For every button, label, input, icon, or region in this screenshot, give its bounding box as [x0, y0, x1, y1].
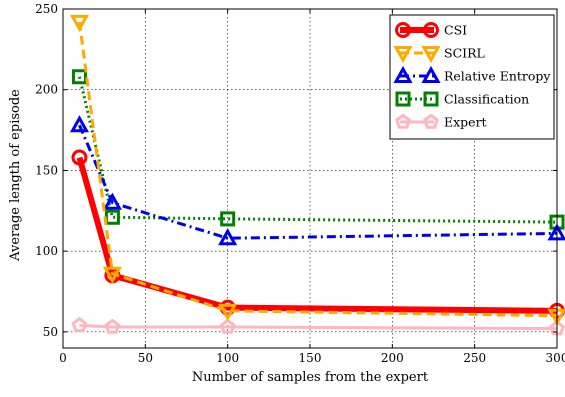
legend-marker	[395, 91, 411, 107]
series-layer	[69, 14, 565, 336]
classification-point	[549, 214, 565, 230]
relative-entropy-line	[78, 124, 558, 240]
relative-entropy-point	[102, 192, 122, 210]
x-tick-label: 50	[138, 351, 153, 365]
legend-marker	[421, 46, 441, 64]
legend-marker	[393, 46, 413, 64]
legend-item-classification: Classification	[395, 91, 529, 107]
x-tick-label: 200	[381, 351, 404, 365]
legend-item-scirl: SCIRL	[393, 46, 485, 64]
relative-entropy-point	[69, 115, 90, 133]
expert-point	[104, 318, 121, 334]
classification-point	[220, 211, 236, 227]
legend-box	[389, 14, 555, 140]
x-tick-label: 0	[59, 351, 67, 365]
x-tick-label: 250	[463, 351, 486, 365]
y-tick-label: 100	[35, 244, 58, 258]
legend-marker	[421, 65, 441, 83]
y-tick-label: 150	[35, 163, 58, 177]
classification-point	[71, 69, 87, 85]
legend-label: Classification	[444, 92, 529, 107]
y-tick-label: 50	[43, 325, 58, 339]
scirl-point	[218, 303, 238, 321]
legend: CSI SCIRL Relative Entropy Classification Ex…	[389, 14, 555, 140]
x-tick-label: 150	[299, 351, 322, 365]
expert-point	[219, 318, 236, 334]
y-tick-label: 250	[35, 2, 58, 16]
relative-entropy-point	[218, 228, 238, 246]
legend-marker	[423, 91, 439, 107]
y-tick-label: 200	[35, 83, 58, 97]
series-classification	[71, 69, 565, 230]
legend-label: CSI	[444, 23, 467, 38]
legend-item-expert: Expert	[395, 113, 487, 130]
y-axis-label: Average length of episode	[8, 89, 23, 262]
legend-marker	[395, 22, 411, 38]
scirl-point	[69, 14, 90, 32]
expert-point	[71, 317, 88, 333]
csi-point	[71, 149, 88, 166]
x-tick-label: 100	[216, 351, 239, 365]
x-axis-label: Number of samples from the expert	[192, 370, 429, 385]
expert-line	[79, 323, 558, 331]
series-scirl	[69, 14, 565, 326]
legend-label: Relative Entropy	[444, 69, 551, 84]
legend-item-csi: CSI	[395, 22, 467, 38]
classification-line	[78, 76, 558, 224]
legend-marker	[395, 113, 411, 129]
x-tick-label: 300	[546, 351, 565, 365]
scirl-point	[102, 266, 122, 284]
legend-label: SCIRL	[444, 46, 485, 61]
legend-label: Expert	[444, 115, 487, 130]
series-csi	[71, 149, 565, 319]
series-expert	[71, 317, 565, 336]
legend-marker	[423, 113, 439, 129]
scirl-line	[77, 21, 558, 318]
legend-marker	[393, 65, 413, 83]
legend-marker	[423, 22, 439, 38]
legend-item-relative-entropy: Relative Entropy	[393, 65, 551, 84]
